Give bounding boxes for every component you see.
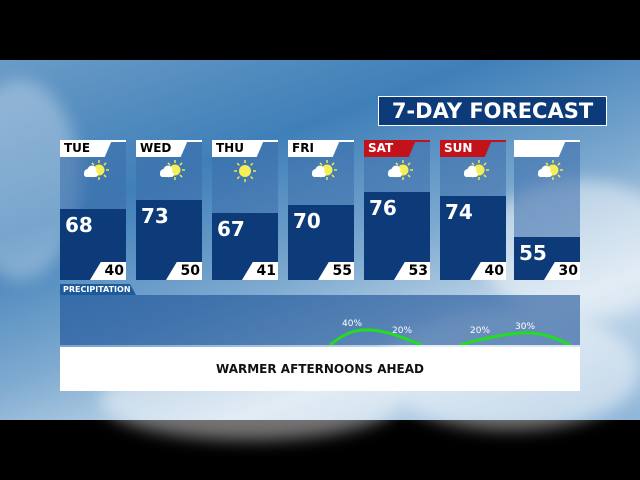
day-column: WED 73 50 [136, 140, 202, 280]
partly-sunny-icon [80, 160, 110, 186]
high-temp: 67 [217, 217, 245, 241]
day-label: SUN [440, 140, 492, 157]
high-temp: 74 [445, 200, 473, 224]
precipitation-strip: 40% 20% 20% 30% [60, 295, 580, 345]
precip-pct: 40% [342, 319, 363, 329]
headline-banner: WARMER AFTERNOONS AHEAD [60, 347, 580, 391]
precip-pct: 30% [515, 322, 536, 332]
day-column: SAT 76 53 [364, 140, 430, 280]
partly-sunny-icon [308, 160, 338, 186]
day-label: SAT [364, 140, 416, 157]
forecast-title: 7-DAY FORECAST [378, 96, 607, 126]
low-temp: 55 [318, 262, 354, 280]
day-column: SUN 74 40 [440, 140, 506, 280]
low-temp: 40 [90, 262, 126, 280]
temp-panel: 73 50 [136, 200, 202, 280]
low-temp: 30 [544, 262, 580, 280]
day-column: THU 67 41 [212, 140, 278, 280]
partly-sunny-icon [156, 160, 186, 186]
day-label [514, 140, 566, 157]
high-temp: 70 [293, 209, 321, 233]
day-column: 55 30 [514, 140, 580, 280]
high-temp: 55 [519, 241, 547, 265]
low-temp: 50 [166, 262, 202, 280]
temp-panel: 55 30 [514, 237, 580, 280]
high-temp: 76 [369, 196, 397, 220]
day-label: FRI [288, 140, 340, 157]
low-temp: 53 [394, 262, 430, 280]
day-label: TUE [60, 140, 112, 157]
day-label: THU [212, 140, 264, 157]
high-temp: 73 [141, 204, 169, 228]
high-temp: 68 [65, 213, 93, 237]
precip-pct: 20% [470, 326, 491, 336]
partly-sunny-icon [460, 160, 490, 186]
precipitation-curve [329, 328, 571, 345]
temp-panel: 68 40 [60, 209, 126, 280]
day-column: FRI 70 55 [288, 140, 354, 280]
day-column: TUE 68 40 [60, 140, 126, 280]
low-temp: 41 [242, 262, 278, 280]
temp-panel: 70 55 [288, 205, 354, 280]
precipitation-label: PRECIPITATION [60, 284, 136, 295]
temp-panel: 67 41 [212, 213, 278, 280]
temp-panel: 76 53 [364, 192, 430, 280]
partly-sunny-icon [534, 160, 564, 186]
partly-sunny-icon [384, 160, 414, 186]
temp-panel: 74 40 [440, 196, 506, 280]
low-temp: 40 [470, 262, 506, 280]
day-label: WED [136, 140, 188, 157]
sunny-icon [232, 160, 258, 186]
precip-pct: 20% [392, 326, 413, 336]
